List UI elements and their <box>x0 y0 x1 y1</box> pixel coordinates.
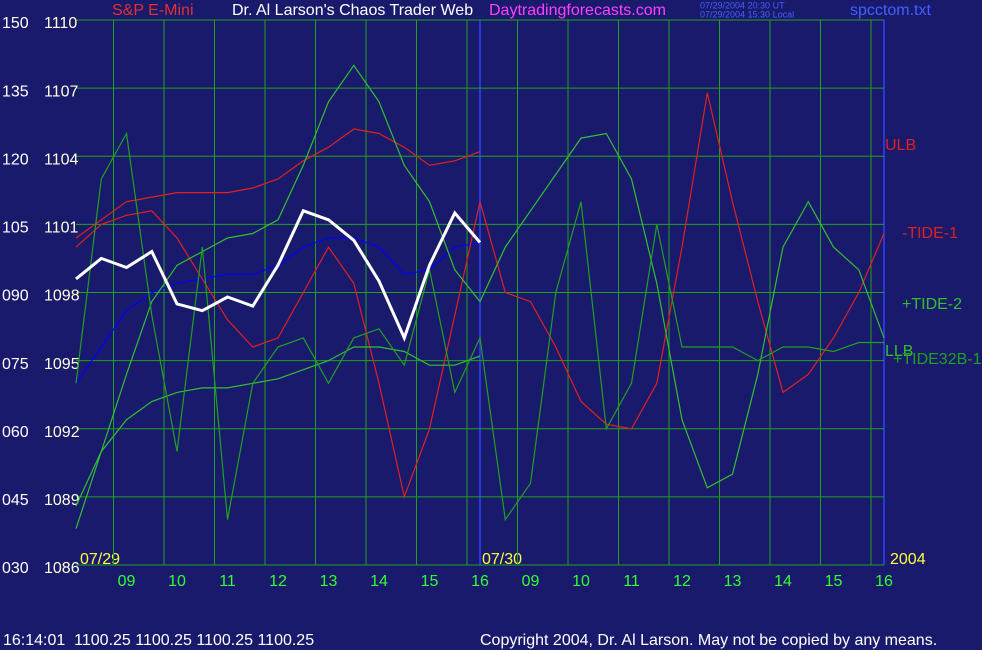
x-tick-label: 09 <box>522 573 540 590</box>
y2-tick-label: 1107 <box>44 83 79 100</box>
date-label: 07/29 <box>80 551 120 568</box>
y-tick-label: 120 <box>2 151 29 168</box>
y-tick-label: 075 <box>2 356 29 373</box>
x-tick-label: 14 <box>774 573 792 590</box>
series-line <box>75 346 481 507</box>
series-line <box>75 128 481 239</box>
series-label: ULB <box>885 137 916 154</box>
y2-tick-label: 1101 <box>44 220 79 237</box>
chart-title: Dr. Al Larson's Chaos Trader Web <box>232 2 473 19</box>
series-label: LLB <box>885 343 913 360</box>
x-tick-label: 13 <box>724 573 742 590</box>
y2-tick-label: 1086 <box>44 560 80 577</box>
date-label: 2004 <box>890 551 926 568</box>
y2-tick-label: 1095 <box>44 356 80 373</box>
timestamp: 07/29/2004 20:30 UT <box>700 0 785 10</box>
y-tick-label: 150 <box>2 15 29 32</box>
copyright: Copyright 2004, Dr. Al Larson. May not b… <box>480 632 937 649</box>
y2-tick-label: 1092 <box>44 424 80 441</box>
x-tick-label: 16 <box>875 573 893 590</box>
y-tick-label: 105 <box>2 220 29 237</box>
y-tick-label: 060 <box>2 424 29 441</box>
series-line <box>75 92 885 500</box>
date-label: 07/30 <box>482 551 522 568</box>
x-tick-label: 11 <box>219 573 236 590</box>
series-label: -TIDE-1 <box>902 225 958 242</box>
series-label: +TIDE-2 <box>902 296 962 313</box>
series-line <box>75 208 482 342</box>
y-tick-label: 030 <box>2 560 29 577</box>
filename: spcctom.txt <box>850 2 931 19</box>
symbol: S&P E-Mini <box>112 2 194 19</box>
y2-tick-label: 1104 <box>44 151 79 168</box>
website: Daytradingforecasts.com <box>489 2 666 19</box>
y-tick-label: 045 <box>2 492 29 509</box>
status: 16:14:01 1100.25 1100.25 1100.25 1100.25 <box>3 632 314 649</box>
y2-tick-label: 1098 <box>44 288 80 305</box>
y2-tick-label: 1089 <box>44 492 80 509</box>
series-line <box>75 64 885 529</box>
x-tick-label: 09 <box>118 573 136 590</box>
x-tick-label: 13 <box>320 573 338 590</box>
series-line <box>75 131 884 522</box>
y-tick-label: 135 <box>2 83 29 100</box>
x-tick-label: 11 <box>623 573 640 590</box>
x-tick-label: 16 <box>471 573 489 590</box>
timestamp: 07/29/2004 15:30 Local <box>700 9 794 19</box>
x-tick-label: 10 <box>168 573 186 590</box>
x-tick-label: 10 <box>572 573 590 590</box>
y2-tick-label: 1110 <box>44 15 77 32</box>
series-label: +TIDE32B-1 <box>893 351 982 368</box>
x-tick-label: 15 <box>825 573 843 590</box>
x-tick-label: 15 <box>421 573 439 590</box>
x-tick-label: 14 <box>370 573 388 590</box>
x-tick-label: 12 <box>673 573 691 590</box>
x-tick-label: 12 <box>269 573 287 590</box>
y-tick-label: 090 <box>2 288 29 305</box>
